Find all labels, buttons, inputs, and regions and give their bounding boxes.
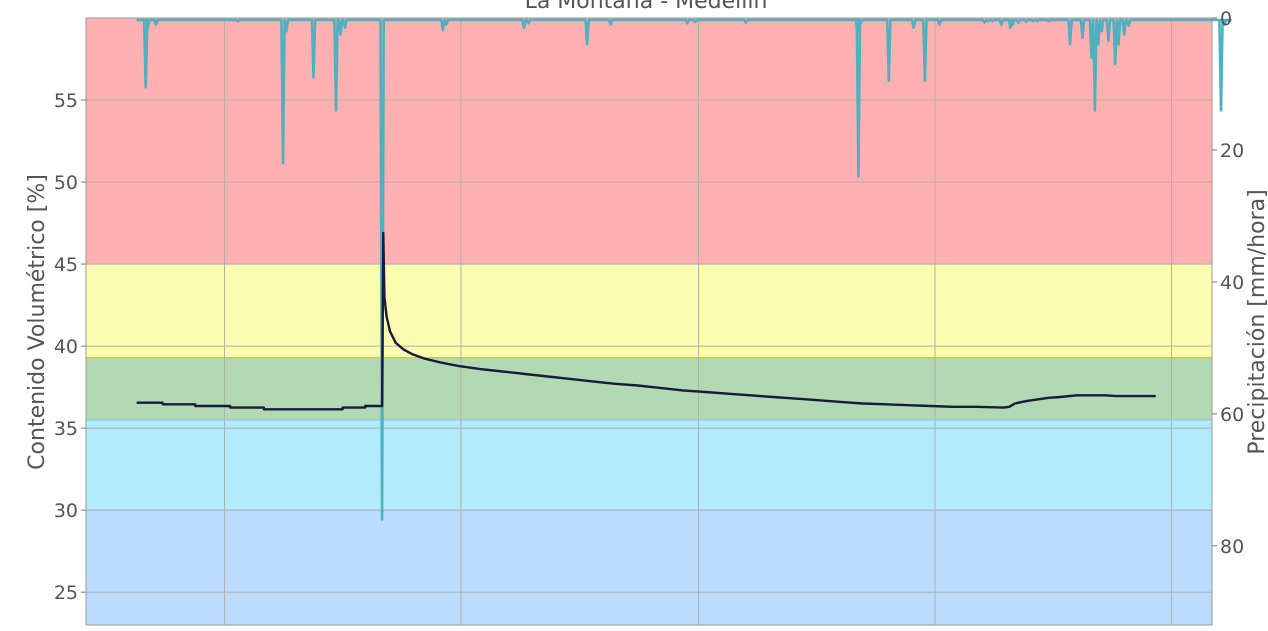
left-axis: 25 30 35 40 45 50 55	[54, 90, 86, 604]
left-tick-label: 40	[54, 336, 78, 358]
chart-title: La Montaña - Medellín	[525, 0, 768, 14]
band-green	[86, 358, 1212, 420]
left-tick-label: 55	[54, 90, 78, 112]
left-axis-title: Contenido Volumétrico [%]	[25, 174, 50, 470]
threshold-bands	[86, 18, 1212, 625]
left-tick-label: 50	[54, 172, 78, 194]
left-tick-label: 25	[54, 582, 78, 604]
band-blue	[86, 510, 1212, 625]
band-red	[86, 18, 1212, 264]
right-tick-label: 20	[1220, 140, 1244, 162]
left-tick-label: 45	[54, 254, 78, 276]
right-axis: 0 20 40 60 80	[1212, 8, 1244, 558]
band-yellow	[86, 264, 1212, 358]
right-tick-label: 0	[1220, 8, 1232, 30]
band-cyan	[86, 420, 1212, 510]
right-tick-label: 40	[1220, 272, 1244, 294]
right-axis-title: Precipitación [mm/hora]	[1245, 189, 1268, 454]
right-tick-label: 60	[1220, 404, 1244, 426]
left-tick-label: 35	[54, 418, 78, 440]
left-tick-label: 30	[54, 500, 78, 522]
right-tick-label: 80	[1220, 536, 1244, 558]
